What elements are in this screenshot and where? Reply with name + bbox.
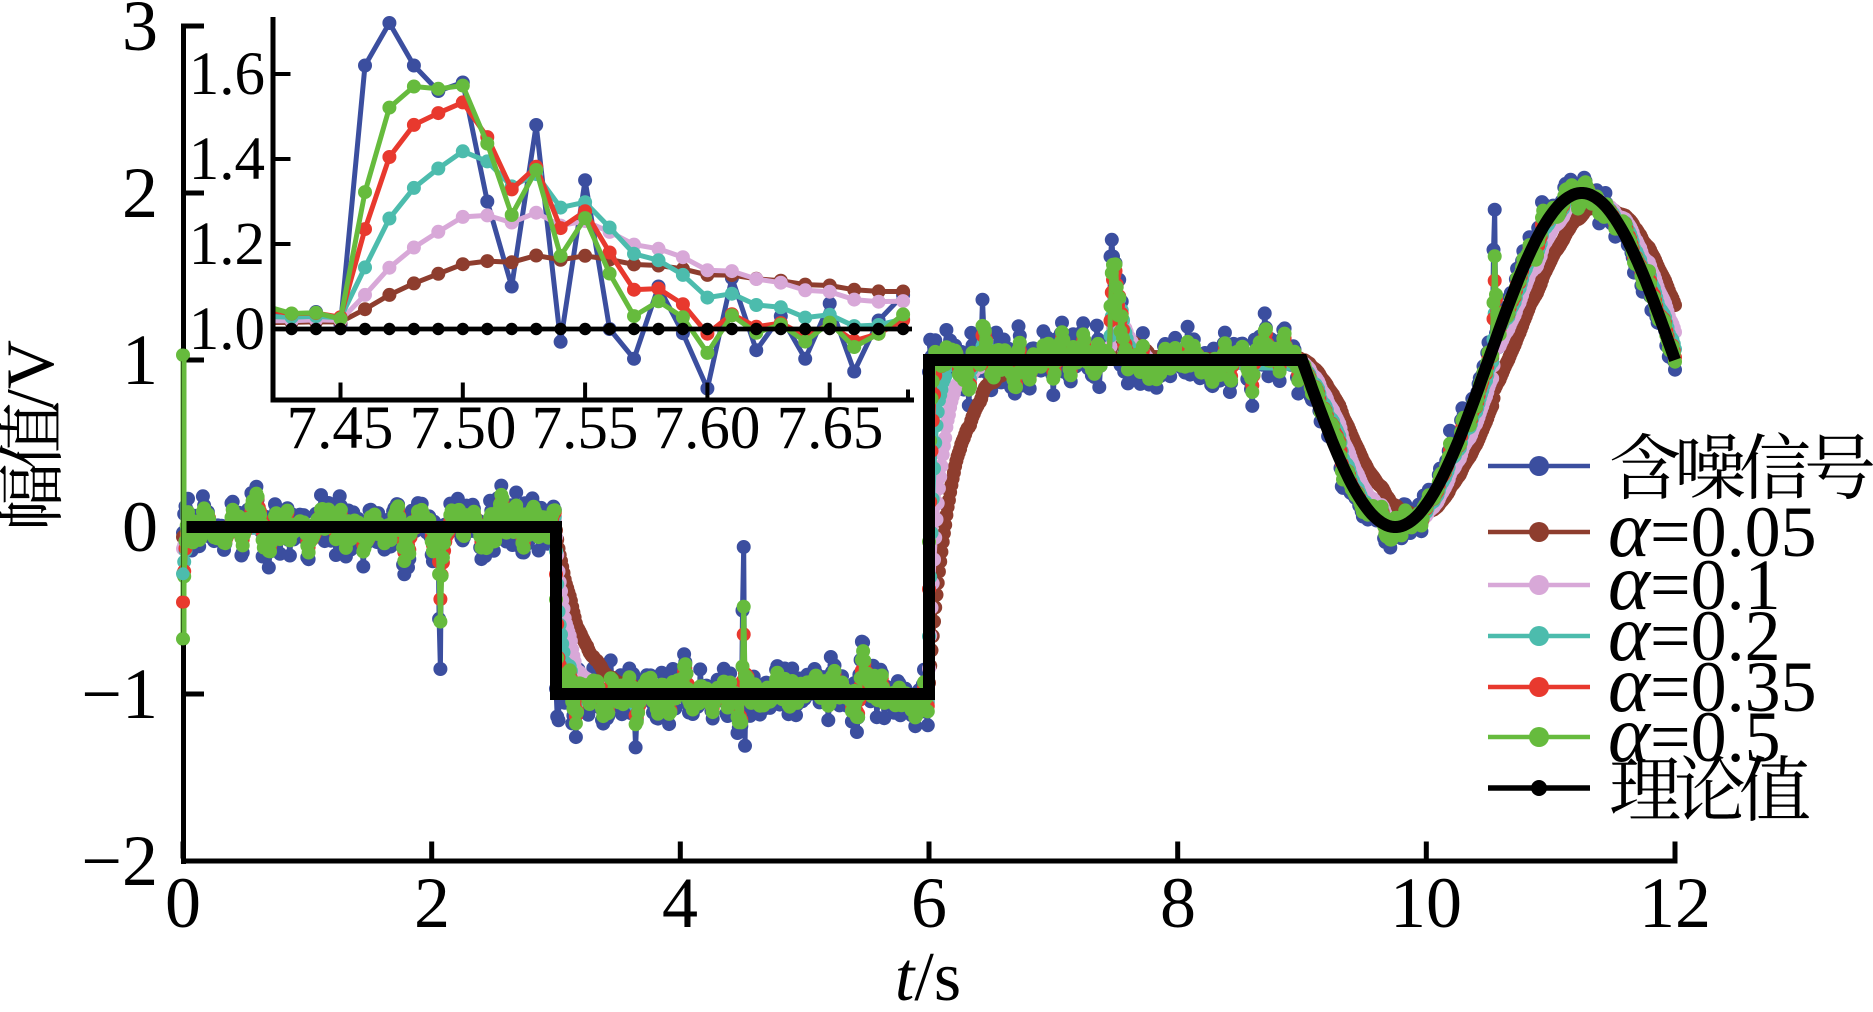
svg-text:6: 6 xyxy=(911,863,947,943)
svg-text:t/s: t/s xyxy=(895,939,961,1007)
svg-text:1.4: 1.4 xyxy=(189,126,265,193)
svg-text:4: 4 xyxy=(662,863,698,943)
svg-text:2: 2 xyxy=(122,153,158,233)
svg-text:7.55: 7.55 xyxy=(532,395,639,462)
svg-text:2: 2 xyxy=(414,863,450,943)
svg-text:7.60: 7.60 xyxy=(654,395,761,462)
svg-text:−1: −1 xyxy=(81,654,158,734)
svg-text:12: 12 xyxy=(1639,863,1711,943)
svg-text:−2: −2 xyxy=(81,821,158,901)
svg-text:1.0: 1.0 xyxy=(189,296,265,363)
svg-text:7.50: 7.50 xyxy=(410,395,517,462)
svg-text:α=0.1: α=0.1 xyxy=(1608,539,1781,627)
svg-text:8: 8 xyxy=(1160,863,1196,943)
svg-text:7.45: 7.45 xyxy=(287,395,394,462)
svg-text:α=0.2: α=0.2 xyxy=(1608,590,1781,678)
svg-text:α=0.05: α=0.05 xyxy=(1608,486,1817,574)
svg-text:0: 0 xyxy=(165,863,201,943)
svg-text:1.6: 1.6 xyxy=(189,41,265,108)
svg-text:/V: /V xyxy=(0,340,68,408)
svg-text:1: 1 xyxy=(122,320,158,400)
svg-text:10: 10 xyxy=(1390,863,1462,943)
svg-text:3: 3 xyxy=(122,0,158,66)
svg-text:1.2: 1.2 xyxy=(189,211,265,278)
svg-text:7.65: 7.65 xyxy=(777,395,884,462)
svg-text:0: 0 xyxy=(122,487,158,567)
svg-text:α=0.35: α=0.35 xyxy=(1608,641,1817,729)
